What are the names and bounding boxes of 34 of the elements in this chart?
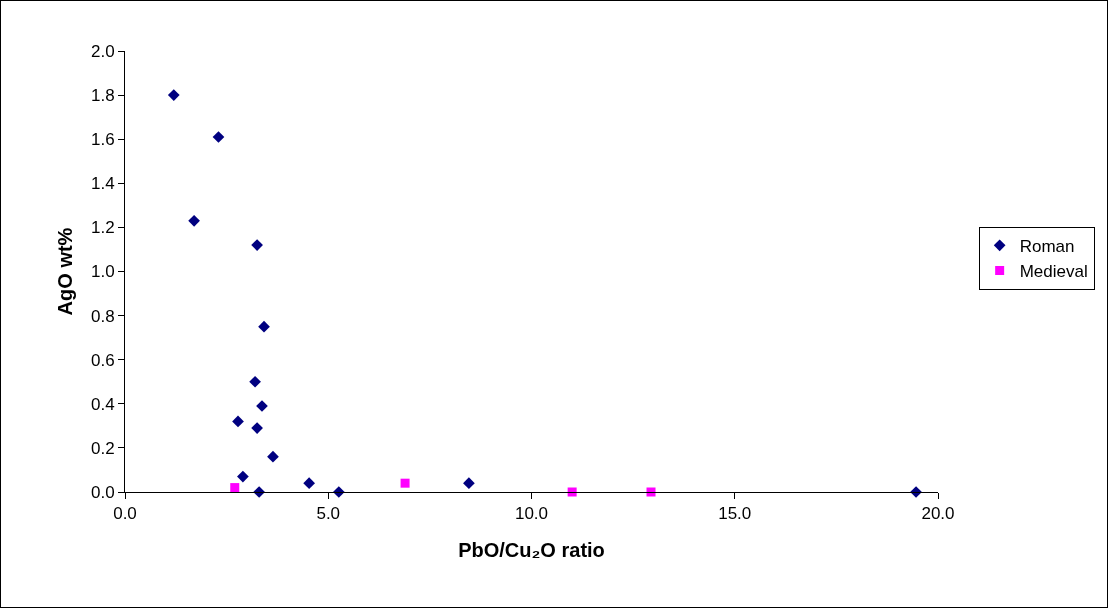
point — [212, 131, 225, 143]
x-tick-label: 5.0 — [316, 504, 341, 524]
point — [332, 486, 345, 498]
x-tick-label: 20.0 — [921, 504, 955, 524]
point — [232, 415, 244, 428]
point — [230, 483, 240, 493]
y-tick-label: 0.2 — [90, 438, 115, 458]
point — [167, 89, 180, 101]
point — [188, 214, 200, 227]
y-tick-label: 1.8 — [90, 86, 115, 106]
y-axis-title: AgO wt% — [54, 227, 77, 316]
x-tick-label: 0.0 — [113, 504, 137, 524]
point — [400, 478, 410, 488]
point — [249, 375, 261, 388]
y-tick-label: 0.8 — [90, 306, 115, 326]
y-tick-label: 0.4 — [90, 394, 115, 414]
y-tick-label: 0.6 — [90, 350, 115, 370]
y-tick-label: 1.6 — [90, 130, 115, 150]
point — [267, 450, 279, 463]
point — [463, 477, 475, 490]
legend-label: Roman — [1019, 236, 1075, 256]
point — [258, 320, 270, 333]
y-tick-label: 1.2 — [90, 218, 115, 238]
legend-label: Medieval — [1019, 262, 1088, 282]
y-tick-label: 0.0 — [90, 482, 115, 502]
y-tick-label: 1.0 — [90, 262, 115, 282]
y-tick-label: 1.4 — [90, 174, 115, 194]
point — [237, 470, 249, 483]
x-axis-title: PbO/Cu₂O ratio — [458, 538, 605, 561]
y-tick-label: 2.0 — [90, 41, 115, 61]
point — [251, 422, 263, 434]
point — [303, 477, 315, 490]
x-tick-label: 10.0 — [514, 504, 549, 524]
x-tick-label: 15.0 — [718, 504, 752, 524]
